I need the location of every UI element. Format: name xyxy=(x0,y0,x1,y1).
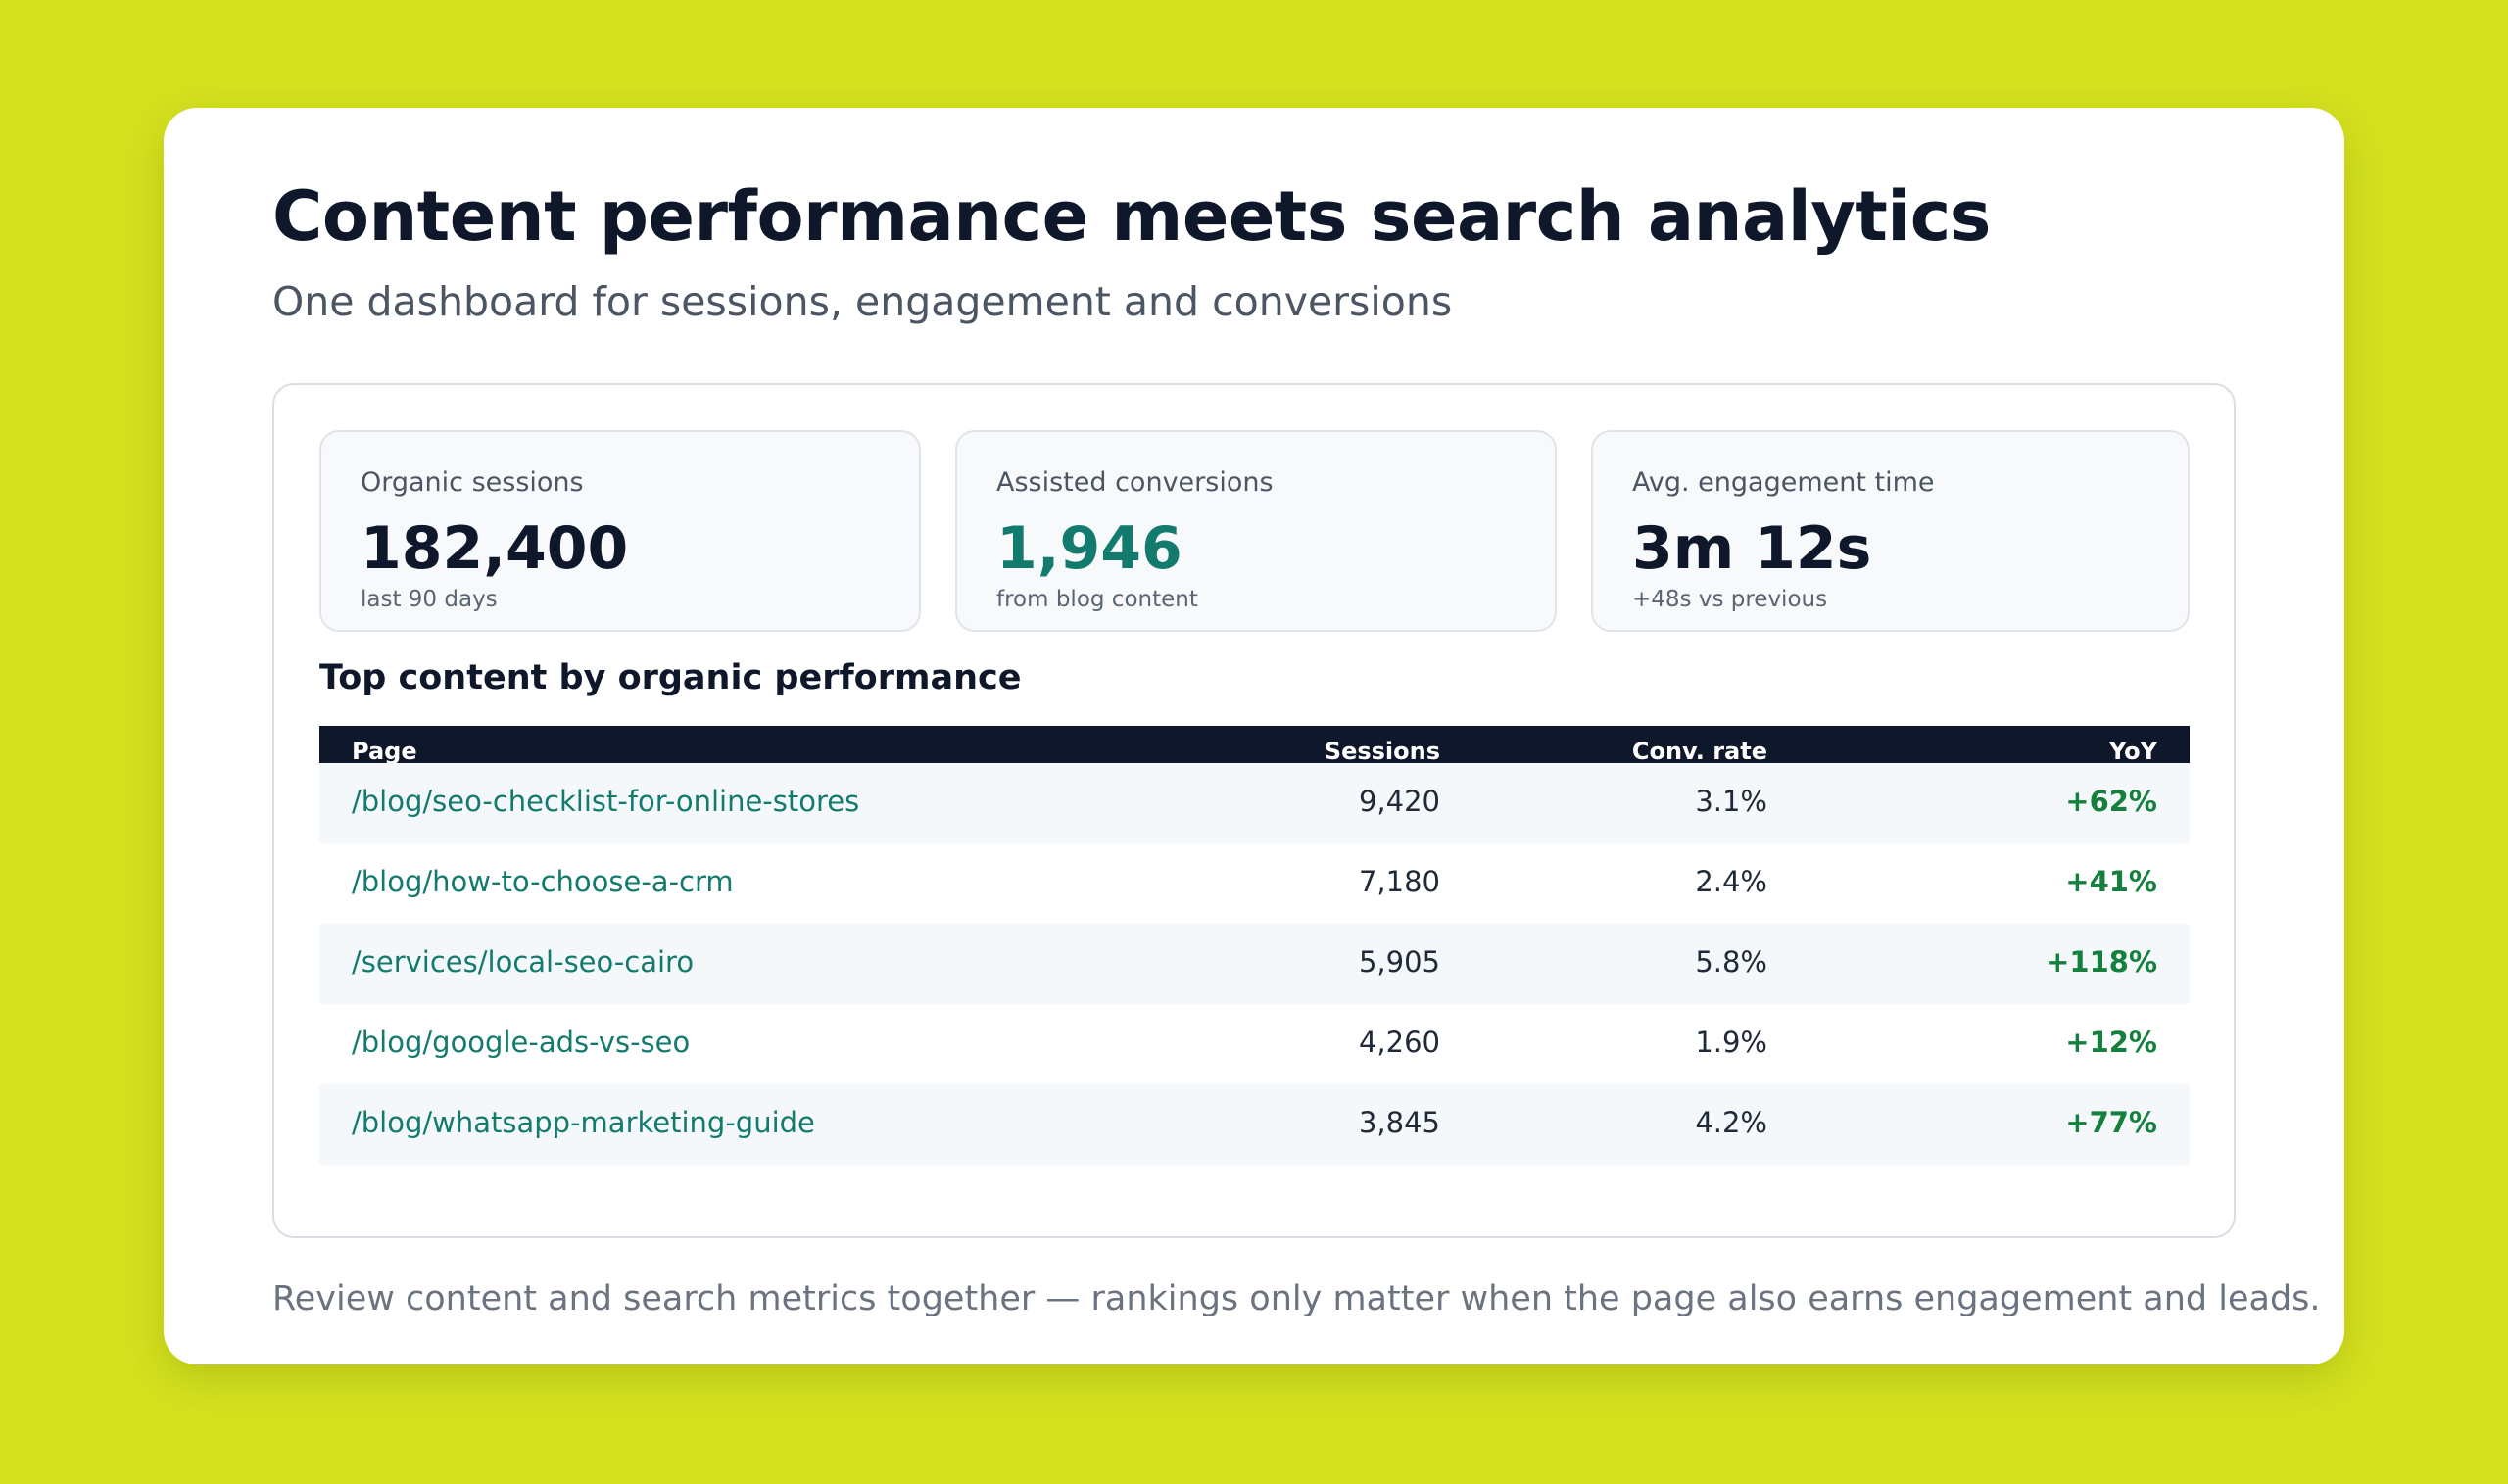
kpi-note: +48s vs previous xyxy=(1632,587,1828,612)
page-link[interactable]: /blog/google-ads-vs-seo xyxy=(352,1026,691,1059)
kpi-label: Avg. engagement time xyxy=(1632,467,1935,498)
yoy-cell: +77% xyxy=(2065,1106,2157,1139)
kpi-label: Assisted conversions xyxy=(996,467,1274,498)
footer-note: Review content and search metrics togeth… xyxy=(272,1279,2321,1318)
yoy-cell: +41% xyxy=(2065,865,2157,898)
kpi-note: last 90 days xyxy=(361,587,498,612)
analytics-panel: Organic sessions 182,400 last 90 days As… xyxy=(272,383,2236,1238)
sessions-cell: 5,905 xyxy=(1358,945,1440,979)
table-row: /blog/whatsapp-marketing-guide 3,845 4.2… xyxy=(319,1084,2190,1165)
page-link[interactable]: /blog/how-to-choose-a-crm xyxy=(352,865,734,898)
conv-rate-cell: 1.9% xyxy=(1695,1026,1767,1059)
sessions-cell: 3,845 xyxy=(1358,1106,1440,1139)
kpi-label: Organic sessions xyxy=(361,467,584,498)
page-link[interactable]: /blog/seo-checklist-for-online-stores xyxy=(352,785,860,818)
kpi-value: 1,946 xyxy=(996,514,1182,583)
yoy-cell: +118% xyxy=(2046,945,2157,979)
kpi-value: 182,400 xyxy=(361,514,629,583)
yoy-cell: +12% xyxy=(2065,1026,2157,1059)
table-row: /blog/google-ads-vs-seo 4,260 1.9% +12% xyxy=(319,1004,2190,1084)
conv-rate-cell: 2.4% xyxy=(1695,865,1767,898)
page-link[interactable]: /blog/whatsapp-marketing-guide xyxy=(352,1106,815,1139)
dashboard-card: Content performance meets search analyti… xyxy=(164,108,2344,1364)
table-header: Page Sessions Conv. rate YoY xyxy=(319,726,2190,763)
column-header-page[interactable]: Page xyxy=(352,738,417,763)
column-header-sessions[interactable]: Sessions xyxy=(1324,738,1440,763)
content-table: Page Sessions Conv. rate YoY /blog/seo-c… xyxy=(319,726,2190,1165)
sessions-cell: 4,260 xyxy=(1358,1026,1440,1059)
table-row: /services/local-seo-cairo 5,905 5.8% +11… xyxy=(319,924,2190,1004)
page-link[interactable]: /services/local-seo-cairo xyxy=(352,945,695,979)
kpi-card-assisted-conversions: Assisted conversions 1,946 from blog con… xyxy=(955,430,1557,632)
table-row: /blog/seo-checklist-for-online-stores 9,… xyxy=(319,763,2190,843)
sessions-cell: 7,180 xyxy=(1358,865,1440,898)
sessions-cell: 9,420 xyxy=(1358,785,1440,818)
page-subtitle: One dashboard for sessions, engagement a… xyxy=(272,278,1453,325)
table-row: /blog/how-to-choose-a-crm 7,180 2.4% +41… xyxy=(319,843,2190,924)
kpi-card-engagement-time: Avg. engagement time 3m 12s +48s vs prev… xyxy=(1591,430,2190,632)
column-header-yoy[interactable]: YoY xyxy=(2108,738,2157,763)
conv-rate-cell: 3.1% xyxy=(1695,785,1767,818)
table-title: Top content by organic performance xyxy=(319,658,1022,697)
conv-rate-cell: 4.2% xyxy=(1695,1106,1767,1139)
kpi-note: from blog content xyxy=(996,587,1198,612)
conv-rate-cell: 5.8% xyxy=(1695,945,1767,979)
kpi-value: 3m 12s xyxy=(1632,514,1872,583)
kpi-card-organic-sessions: Organic sessions 182,400 last 90 days xyxy=(319,430,921,632)
table-body: /blog/seo-checklist-for-online-stores 9,… xyxy=(319,763,2190,1165)
column-header-conv-rate[interactable]: Conv. rate xyxy=(1631,738,1767,763)
page-title: Content performance meets search analyti… xyxy=(272,176,1991,257)
yoy-cell: +62% xyxy=(2065,785,2157,818)
